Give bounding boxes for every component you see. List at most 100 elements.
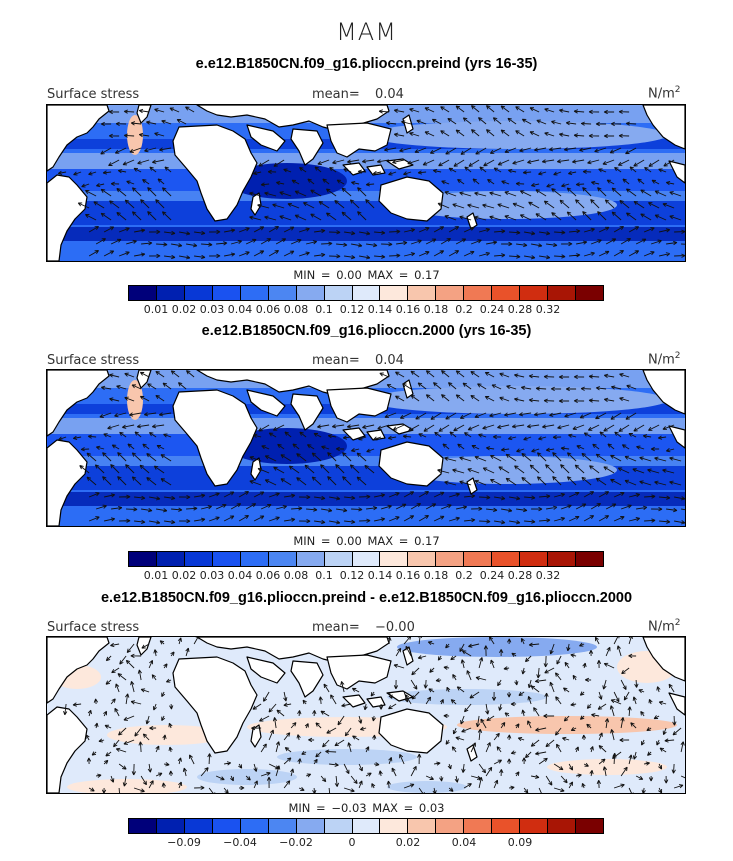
- wind-stress-arrow: [403, 252, 416, 257]
- wind-stress-arrow: [177, 637, 182, 645]
- wind-stress-arrow: [620, 238, 631, 245]
- wind-stress-arrow: [523, 436, 532, 441]
- wind-stress-arrow: [497, 203, 510, 209]
- wind-stress-arrow: [335, 446, 345, 452]
- wind-stress-arrow: [146, 453, 157, 462]
- land-mass: [246, 389, 286, 417]
- wind-stress-arrow: [224, 228, 236, 233]
- wind-stress-arrow: [94, 722, 99, 729]
- wind-stress-arrow: [597, 703, 607, 710]
- wind-stress-arrow: [560, 446, 570, 451]
- wind-stress-arrow: [427, 641, 435, 646]
- wind-stress-arrow: [620, 766, 628, 777]
- wind-stress-arrow: [492, 117, 502, 125]
- wind-stress-arrow: [556, 743, 562, 753]
- wind-stress-arrow: [437, 468, 450, 474]
- wind-stress-arrow: [86, 757, 92, 765]
- wind-stress-arrow: [499, 372, 510, 378]
- wind-stress-arrow: [335, 464, 345, 474]
- wind-stress-arrow: [469, 691, 480, 699]
- wind-stress-arrow: [494, 520, 506, 525]
- wind-stress-arrow: [524, 519, 536, 524]
- wind-stress-arrow: [177, 757, 182, 765]
- wind-stress-arrow: [610, 121, 622, 127]
- wind-stress-arrow: [147, 763, 153, 773]
- wind-stress-arrow: [294, 214, 307, 221]
- wind-stress-arrow: [573, 398, 585, 404]
- wind-stress-arrow: [445, 412, 457, 420]
- wind-stress-arrow: [647, 468, 660, 474]
- wind-stress-arrow: [230, 503, 242, 510]
- wind-stress-arrow: [594, 147, 607, 153]
- wind-stress-arrow: [669, 215, 682, 221]
- stress-maximum-south-pacific: [397, 456, 617, 484]
- wind-stress-arrow: [268, 729, 274, 741]
- wind-stress-arrow: [573, 133, 585, 138]
- wind-stress-arrow: [461, 727, 472, 733]
- wind-stress-arrow: [474, 215, 487, 221]
- wind-stress-arrow: [96, 773, 102, 778]
- wind-stress-arrow: [389, 253, 401, 258]
- wind-stress-arrow: [329, 762, 339, 767]
- wind-stress-arrow: [474, 479, 487, 486]
- wind-stress-arrow: [378, 770, 383, 777]
- land-mass: [46, 369, 110, 437]
- land-mass: [466, 477, 478, 495]
- wind-stress-arrow: [443, 713, 450, 718]
- colorbar-swatch: [129, 286, 156, 300]
- wind-stress-arrow: [659, 519, 671, 524]
- wind-stress-arrow: [334, 739, 345, 747]
- wind-stress-arrow: [344, 727, 352, 737]
- wind-stress-arrow: [215, 503, 227, 510]
- wind-stress-arrow: [109, 397, 120, 402]
- wind-stress-arrow: [598, 515, 610, 522]
- wind-stress-arrow: [583, 491, 595, 498]
- wind-stress-arrow: [464, 494, 476, 499]
- wind-stress-arrow: [666, 507, 678, 513]
- wind-stress-arrow: [407, 159, 420, 165]
- wind-stress-arrow: [131, 187, 142, 197]
- wind-stress-arrow: [447, 382, 457, 390]
- colorbar-swatch: [351, 819, 380, 833]
- wind-stress-arrow: [554, 230, 566, 235]
- wind-stress-arrow: [155, 745, 160, 753]
- panel-1-mean-label: mean=: [312, 87, 360, 102]
- wind-stress-arrow: [153, 465, 165, 474]
- wind-stress-arrow: [151, 674, 157, 681]
- wind-stress-arrow: [459, 456, 472, 462]
- wind-stress-arrow: [443, 665, 450, 670]
- wind-stress-arrow: [463, 226, 475, 233]
- wind-stress-arrow: [546, 242, 558, 248]
- wind-stress-arrow: [484, 395, 495, 402]
- wind-stress-arrow: [610, 729, 615, 741]
- wind-stress-arrow: [163, 663, 168, 669]
- wind-stress-arrow: [479, 166, 487, 173]
- wind-stress-arrow: [124, 199, 135, 209]
- wind-stress-arrow: [374, 517, 386, 522]
- colorbar-tick-label: 0: [348, 836, 356, 849]
- wind-stress-arrow: [290, 239, 302, 245]
- colorbar-swatch: [547, 286, 575, 300]
- colorbar-tick-label: 0.04: [227, 569, 253, 582]
- wind-stress-arrow: [475, 147, 487, 155]
- wind-stress-arrow: [545, 464, 555, 474]
- wind-stress-arrow: [372, 170, 382, 176]
- wind-stress-arrow: [478, 433, 487, 438]
- wind-stress-arrow: [568, 763, 574, 771]
- wind-stress-arrow: [245, 775, 251, 781]
- wind-stress-arrow: [349, 199, 360, 209]
- wind-stress-arrow: [327, 434, 337, 439]
- wind-stress-arrow: [287, 202, 300, 209]
- wind-stress-arrow: [103, 226, 115, 233]
- colorbar-tick-label: 0.03: [199, 303, 225, 316]
- wind-stress-arrow: [514, 465, 525, 474]
- colorbar-swatch: [323, 286, 352, 300]
- wind-stress-arrow: [470, 129, 480, 137]
- wind-stress-arrow: [126, 507, 138, 512]
- wind-stress-arrow: [576, 240, 588, 245]
- wind-stress-arrow: [149, 166, 157, 173]
- wind-stress-arrow: [102, 170, 112, 175]
- wind-stress-arrow: [264, 215, 277, 221]
- wind-stress-arrow: [605, 238, 617, 245]
- wind-stress-arrow: [130, 681, 135, 693]
